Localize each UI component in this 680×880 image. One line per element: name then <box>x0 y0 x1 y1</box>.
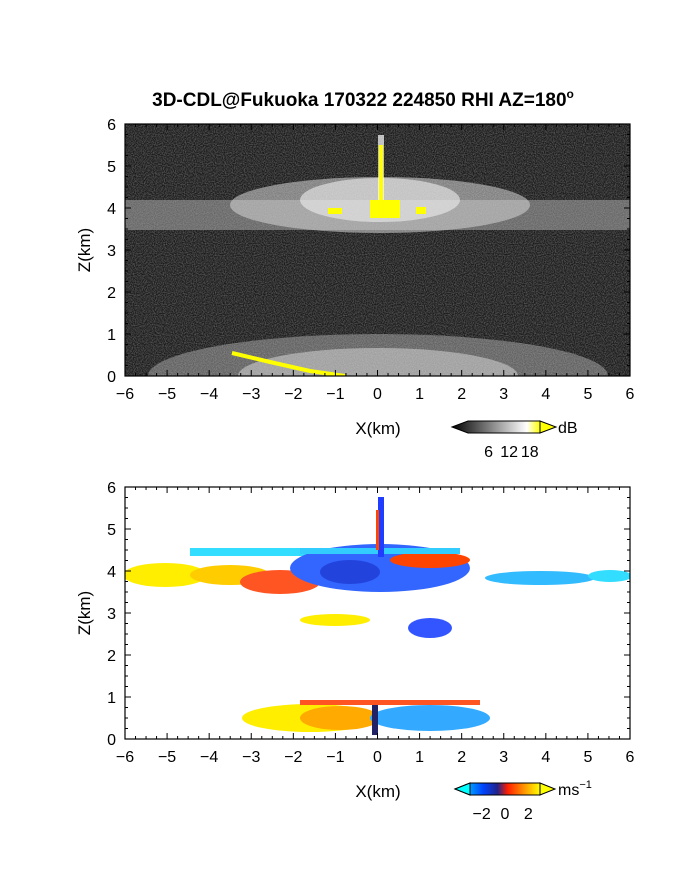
x-tick-label: 2 <box>457 749 466 766</box>
x-tick-label: −6 <box>116 749 134 766</box>
velocity-xlabel: X(km) <box>355 782 400 801</box>
colorbar-tick-label: 12 <box>500 444 518 461</box>
y-tick-label: 4 <box>107 564 116 581</box>
y-tick-label: 0 <box>107 369 116 386</box>
y-tick-label: 1 <box>107 327 116 344</box>
x-tick-label: −3 <box>242 749 260 766</box>
colorbar-tick-label: 18 <box>521 444 539 461</box>
backscatter-colorbar: 6 12 18 dB <box>450 420 578 461</box>
velocity-axis-ticks: −6 −5 −4 −3 −2 −1 0 1 2 3 4 5 6 0 1 2 3 4 5 6 <box>107 480 634 766</box>
x-tick-label: 0 <box>373 386 382 403</box>
x-tick-label: −6 <box>116 386 134 403</box>
x-tick-label: 2 <box>457 386 466 403</box>
x-tick-label: −4 <box>200 386 218 403</box>
x-tick-label: 4 <box>541 386 550 403</box>
chart-title: 3D-CDL@Fukuoka 170322 224850 RHI AZ=180o <box>152 87 574 111</box>
y-tick-label: 3 <box>107 243 116 260</box>
x-tick-label: 1 <box>415 386 424 403</box>
backscatter-ylabel: Z(km) <box>75 228 94 272</box>
colorbar-tick-label: 6 <box>484 444 493 461</box>
velocity-heatmap <box>125 487 630 739</box>
x-tick-label: −5 <box>158 749 176 766</box>
x-tick-label: −5 <box>158 386 176 403</box>
y-tick-label: 2 <box>107 285 116 302</box>
x-tick-label: 1 <box>415 749 424 766</box>
backscatter-axis-ticks: −6 −5 −4 −3 −2 −1 0 1 2 3 4 5 6 0 1 2 3 4 5 6 <box>107 117 634 403</box>
x-tick-label: −2 <box>284 386 302 403</box>
y-tick-label: 6 <box>107 117 116 134</box>
velocity-colorbar-unit-exponent: −1 <box>579 779 592 791</box>
x-tick-label: 6 <box>626 386 635 403</box>
velocity-ylabel: Z(km) <box>75 591 94 635</box>
x-tick-label: 4 <box>541 749 550 766</box>
x-tick-label: 3 <box>499 386 508 403</box>
x-tick-label: −1 <box>326 386 344 403</box>
colorbar-tick-label: −2 <box>473 806 491 823</box>
x-tick-label: −2 <box>284 749 302 766</box>
x-tick-label: −4 <box>200 749 218 766</box>
y-tick-label: 3 <box>107 606 116 623</box>
colorbar-tick-label: 0 <box>501 806 510 823</box>
x-tick-label: 5 <box>583 386 592 403</box>
y-tick-label: 5 <box>107 522 116 539</box>
velocity-colorbar-unit: ms−1 <box>558 779 592 799</box>
panel-velocity: −6 −5 −4 −3 −2 −1 0 1 2 3 4 5 6 0 1 2 3 4 5 6 X(km) Z(km) −… <box>75 480 635 823</box>
backscatter-heatmap <box>125 124 630 376</box>
y-tick-label: 4 <box>107 201 116 218</box>
x-tick-label: 0 <box>373 749 382 766</box>
y-tick-label: 5 <box>107 159 116 176</box>
colorbar-tick-label: 2 <box>524 806 533 823</box>
x-tick-label: −1 <box>326 749 344 766</box>
y-tick-label: 1 <box>107 690 116 707</box>
y-tick-label: 6 <box>107 480 116 497</box>
x-tick-label: −3 <box>242 386 260 403</box>
backscatter-colorbar-unit: dB <box>558 420 578 437</box>
y-tick-label: 2 <box>107 648 116 665</box>
title-superscript: o <box>567 87 574 101</box>
backscatter-xlabel: X(km) <box>355 419 400 438</box>
x-tick-label: 5 <box>583 749 592 766</box>
velocity-colorbar: −2 0 2 ms−1 <box>453 779 592 823</box>
x-tick-label: 6 <box>626 749 635 766</box>
x-tick-label: 3 <box>499 749 508 766</box>
y-tick-label: 0 <box>107 732 116 749</box>
